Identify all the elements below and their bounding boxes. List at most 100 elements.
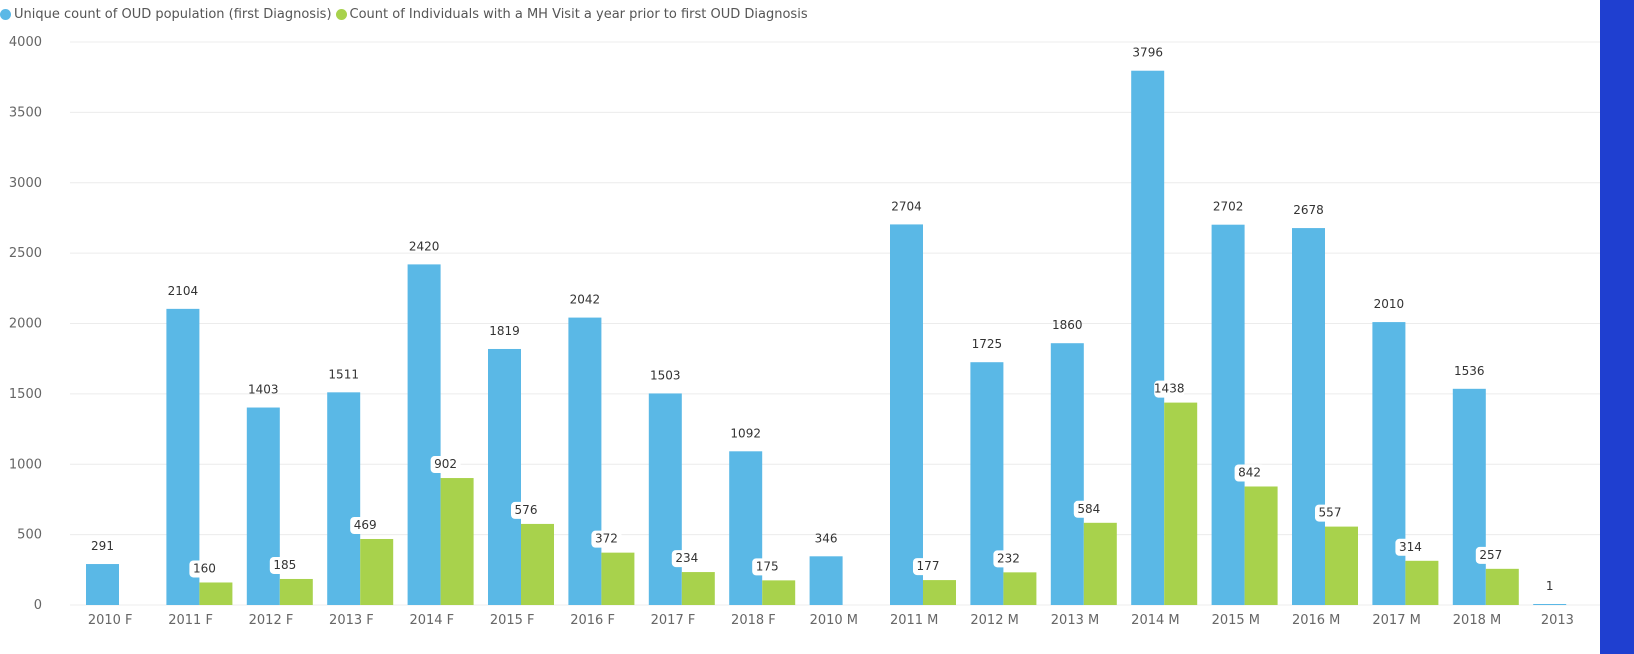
data-label-bg	[1315, 504, 1345, 522]
data-label-bg	[1475, 546, 1506, 564]
bar-oud-2011-m	[890, 224, 923, 606]
data-label: 1403	[248, 383, 279, 397]
y-tick-label: 500	[17, 528, 42, 543]
side-panel-edge	[1600, 0, 1634, 654]
data-label: 177	[917, 559, 940, 573]
bar-oud-2010-f	[86, 564, 119, 605]
data-label: 584	[1077, 502, 1100, 516]
bar-oud-2017-f	[648, 393, 682, 605]
data-label: 185	[273, 558, 296, 572]
bar-oud-2010-m	[809, 556, 843, 605]
x-tick-label: 2016 F	[570, 613, 615, 628]
legend-label-oud-population: Unique count of OUD population (first Di…	[14, 6, 332, 22]
data-label: 346	[815, 531, 838, 545]
bar-mh-2013-f	[360, 538, 394, 605]
bar-oud-2012-f	[246, 407, 280, 605]
legend-dot-mh-visit	[335, 8, 347, 20]
x-tick-label: 2010 M	[810, 613, 858, 628]
x-tick-label: 2012 M	[970, 613, 1018, 628]
data-label: 2042	[570, 293, 601, 307]
data-label: 1536	[1454, 364, 1485, 378]
x-tick-label: 2015 F	[490, 613, 535, 628]
x-tick-label: 2013	[1541, 613, 1574, 628]
data-label: 232	[997, 551, 1020, 565]
y-tick-label: 0	[34, 598, 42, 613]
bar-oud-2013-f	[327, 392, 361, 605]
data-label: 314	[1399, 540, 1422, 554]
legend-dot-oud-population	[0, 8, 11, 20]
bar-oud-2017-m	[1372, 322, 1406, 605]
data-label-bg	[1073, 500, 1104, 518]
x-tick-label: 2014 M	[1131, 613, 1179, 628]
bar-oud-2015-m	[1211, 224, 1245, 606]
x-tick-label: 2014 F	[409, 613, 454, 628]
data-label: 2678	[1293, 203, 1324, 217]
y-tick-label: 1500	[9, 387, 42, 402]
data-label: 372	[595, 532, 618, 546]
bar-mh-2016-f	[601, 552, 635, 605]
bar-mh-2017-f	[681, 572, 715, 605]
data-label: 1503	[650, 368, 681, 382]
bar-mh-2012-m	[1003, 572, 1037, 605]
y-tick-label: 1000	[9, 457, 42, 472]
bar-mh-2017-m	[1405, 560, 1439, 605]
data-label-bg	[269, 556, 300, 574]
y-tick-label: 4000	[9, 35, 42, 50]
data-label: 1511	[328, 367, 359, 381]
data-label-bg	[671, 550, 702, 568]
data-label: 175	[756, 559, 779, 573]
x-tick-label: 2018 F	[731, 613, 776, 628]
data-label: 902	[434, 457, 457, 471]
bar-oud-2012-m	[970, 362, 1004, 605]
data-label: 1725	[972, 337, 1003, 351]
x-tick-label: 2018 M	[1453, 613, 1501, 628]
data-label: 1819	[489, 324, 520, 338]
legend-item-oud-population[interactable]: Unique count of OUD population (first Di…	[0, 7, 332, 22]
y-tick-label: 2000	[9, 317, 42, 332]
bar-mh-2018-m	[1485, 568, 1519, 605]
data-label-bg	[752, 558, 783, 576]
data-label: 1860	[1052, 318, 1083, 332]
data-label: 1	[1546, 579, 1554, 593]
bar-mh-2015-f	[521, 523, 554, 605]
y-tick-label: 2500	[9, 246, 42, 261]
bar-oud-2014-f	[407, 264, 441, 605]
data-label-bg	[189, 560, 220, 578]
data-label: 257	[1479, 548, 1502, 562]
y-tick-label: 3000	[9, 176, 42, 191]
data-label: 1092	[730, 426, 761, 440]
x-tick-label: 2012 F	[249, 613, 294, 628]
data-label: 291	[91, 539, 114, 553]
x-tick-label: 2011 F	[168, 613, 213, 628]
data-label: 3796	[1132, 46, 1163, 60]
data-label-bg	[1395, 538, 1426, 556]
data-label: 557	[1319, 506, 1342, 520]
x-tick-label: 2017 M	[1372, 613, 1420, 628]
data-label-bg	[1154, 380, 1185, 398]
bar-oud-2013-m	[1050, 343, 1084, 605]
chart-legend: Unique count of OUD population (first Di…	[0, 2, 812, 26]
legend-item-mh-visit[interactable]: Count of Individuals with a MH Visit a y…	[335, 6, 808, 22]
data-label: 160	[193, 561, 216, 575]
bar-oud-2015-f	[488, 348, 521, 605]
bar-oud-2016-f	[568, 317, 602, 605]
x-tick-label: 2016 M	[1292, 613, 1340, 628]
bar-oud-2013	[1533, 604, 1567, 605]
bar-oud-2018-f	[729, 451, 763, 605]
bar-oud-2011-f	[166, 308, 200, 605]
bar-oud-2018-m	[1452, 388, 1486, 605]
legend-label-mh-visit: Count of Individuals with a MH Visit a y…	[349, 6, 808, 22]
data-label: 2702	[1213, 200, 1244, 214]
data-label: 2704	[891, 199, 922, 213]
x-tick-label: 2015 M	[1212, 613, 1260, 628]
bar-mh-2014-m	[1164, 402, 1198, 605]
bar-mh-2011-m	[923, 580, 956, 605]
bar-mh-2016-m	[1325, 526, 1358, 605]
x-tick-label: 2011 M	[890, 613, 938, 628]
bar-mh-2015-m	[1244, 486, 1278, 605]
x-tick-label: 2010 F	[88, 613, 133, 628]
x-tick-label: 2017 F	[651, 613, 696, 628]
data-label: 576	[515, 503, 538, 517]
bar-mh-2018-f	[762, 580, 796, 605]
